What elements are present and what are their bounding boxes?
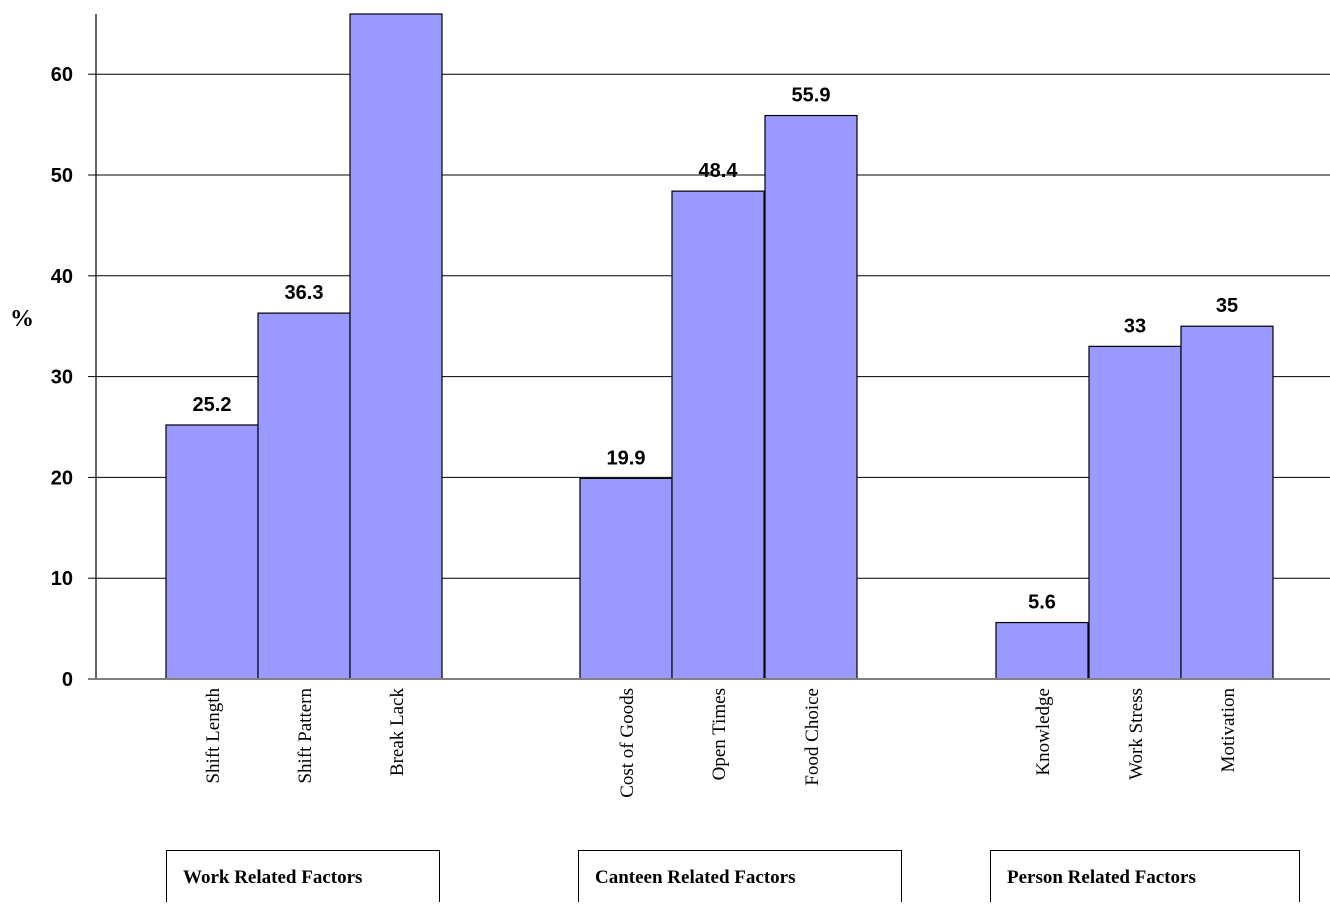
category-label: Shift Pattern (295, 688, 316, 784)
data-label: 5.6 (1028, 592, 1056, 614)
data-label: 35 (1216, 295, 1238, 317)
y-tick-label: 50 (51, 165, 73, 187)
bar (579, 477, 673, 680)
axes (88, 14, 1330, 680)
data-label: 55.9 (792, 85, 831, 107)
category-label: Knowledge (1033, 688, 1054, 776)
data-label: 25.2 (193, 394, 232, 416)
category-label: Shift Length (203, 688, 224, 784)
y-tick-label: 20 (51, 467, 73, 489)
bar (764, 114, 858, 680)
y-tick-labels: 0 10 20 30 40 50 60 (51, 64, 73, 691)
category-label: Cost of Goods (617, 688, 638, 798)
bar (1088, 345, 1182, 680)
category-label: Work Stress (1126, 688, 1147, 780)
data-label: 36.3 (285, 282, 324, 304)
y-tick-label: 0 (62, 669, 73, 691)
bar (349, 13, 443, 680)
group-label-canteen: Canteen Related Factors (578, 850, 902, 902)
bar (671, 190, 765, 680)
data-labels: 25.2 36.3 19.9 48.4 55.9 5.6 33 35 (193, 85, 1239, 614)
y-tick-label: 60 (51, 64, 73, 86)
category-label: Open Times (709, 688, 730, 780)
bar (257, 312, 351, 680)
bars (165, 13, 1274, 680)
category-label: Food Choice (802, 688, 823, 786)
bar (995, 621, 1089, 680)
data-label: 33 (1124, 315, 1146, 337)
y-axis-label: % (10, 306, 34, 332)
category-label: Motivation (1218, 688, 1239, 773)
category-labels: Shift Length Shift Pattern Break Lack Cost … (203, 688, 1239, 798)
bar (165, 424, 259, 680)
data-label: 48.4 (699, 160, 739, 182)
category-label: Break Lack (387, 688, 408, 777)
group-label-person: Person Related Factors (990, 850, 1300, 902)
bar (1180, 325, 1274, 680)
group-label-work: Work Related Factors (166, 850, 440, 902)
y-tick-label: 40 (51, 266, 73, 288)
y-tick-label: 10 (51, 568, 73, 590)
data-label: 19.9 (607, 447, 646, 469)
y-tick-label: 30 (51, 367, 73, 389)
